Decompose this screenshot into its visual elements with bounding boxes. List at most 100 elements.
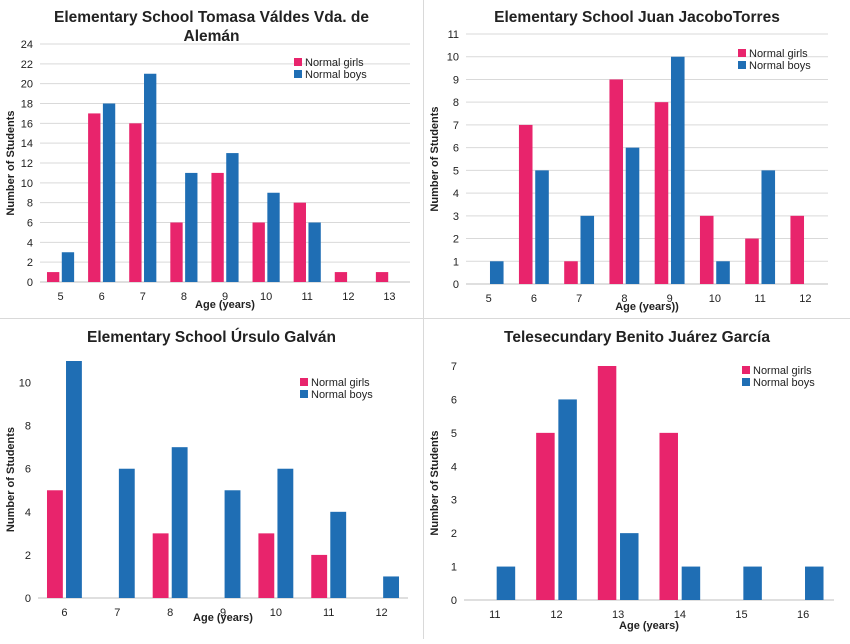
legend-swatch-girls (738, 49, 746, 57)
y-tick-label: 5 (453, 165, 459, 177)
legend-swatch-boys (738, 61, 746, 69)
x-tick-label: 15 (735, 609, 747, 621)
x-tick-label: 7 (114, 607, 120, 619)
bar-girls (564, 261, 578, 284)
x-tick-label: 7 (576, 293, 582, 305)
bar-girls (659, 432, 678, 600)
x-tick-label: 12 (375, 607, 387, 619)
bar-boys (102, 103, 116, 282)
chart-title: Elementary School Tomasa Váldes Vda. de (54, 9, 369, 26)
y-tick-label: 11 (448, 29, 459, 41)
bar-girls (46, 272, 60, 282)
y-axis-label: Number of Students (429, 106, 441, 211)
x-tick-label: 11 (323, 607, 334, 619)
y-axis-label: Number of Students (5, 427, 17, 532)
x-tick-label: 12 (550, 609, 562, 621)
x-tick-label: 14 (674, 609, 686, 621)
chart-title: Elementary School Juan JacoboTorres (494, 9, 780, 26)
bar-boys (330, 511, 347, 598)
legend-swatch-girls (300, 378, 308, 386)
chart-panel-ursulo: Elementary School Úrsulo Galván 0 2 4 6 8 10 6 7… (0, 319, 423, 639)
x-tick-label: 7 (140, 291, 146, 303)
y-tick-label: 8 (453, 97, 459, 109)
bar-boys (267, 192, 280, 282)
y-tick-label: 2 (451, 528, 457, 540)
x-tick-label: 13 (383, 291, 395, 303)
bar-boys (489, 261, 504, 284)
y-tick-label: 2 (25, 550, 31, 562)
bar-girls (211, 172, 224, 282)
panel-divider-vertical (423, 0, 424, 639)
bar-girls (375, 272, 389, 282)
x-axis-label: Age (years) (619, 620, 679, 632)
x-tick-label: 5 (486, 293, 492, 305)
bar-girls (597, 366, 617, 600)
bar-boys (716, 261, 730, 284)
y-tick-label: 0 (453, 279, 459, 291)
bar-girls (293, 202, 306, 282)
y-tick-label: 16 (21, 118, 33, 130)
y-tick-label: 3 (451, 495, 457, 507)
y-tick-label: 8 (25, 421, 31, 433)
x-tick-label: 12 (799, 293, 811, 305)
x-tick-label: 6 (61, 607, 67, 619)
x-tick-label: 11 (302, 291, 313, 303)
x-axis-label: Age (years) (193, 612, 253, 624)
chart-ursulo-galvan: Elementary School Úrsulo Galván 0 2 4 6 8 10 6 7… (5, 328, 408, 624)
bar-boys (226, 153, 239, 282)
x-tick-label: 12 (342, 291, 354, 303)
bar-girls (699, 215, 714, 284)
bar-boys (224, 490, 241, 598)
bar-girls (334, 272, 348, 282)
bar-girls (654, 102, 669, 284)
chart-panel-benito: Telesecundary Benito Juárez García 0 1 2 3 4 5… (424, 319, 850, 639)
bar-girls (252, 222, 265, 282)
x-tick-label: 8 (621, 293, 627, 305)
bar-girls (609, 79, 624, 284)
chart-title: Alemán (184, 28, 240, 45)
x-tick-label: 11 (754, 293, 765, 305)
x-tick-label: 8 (167, 607, 173, 619)
y-tick-label: 0 (451, 595, 457, 607)
y-tick-label: 12 (21, 158, 33, 170)
x-tick-label: 9 (220, 607, 226, 619)
bar-boys (383, 576, 400, 598)
y-tick-label: 2 (453, 234, 459, 246)
y-tick-label: 1 (451, 562, 457, 574)
y-tick-label: 22 (21, 59, 33, 71)
bar-boys (66, 361, 82, 598)
bar-boys (144, 73, 157, 282)
x-tick-label: 6 (99, 291, 105, 303)
x-tick-label: 8 (181, 291, 187, 303)
y-tick-label: 6 (453, 143, 459, 155)
bar-boys (580, 215, 595, 284)
legend-label: Normal boys (311, 389, 373, 401)
legend-swatch-girls (294, 58, 302, 66)
bar-girls (152, 533, 169, 598)
y-tick-label: 4 (453, 188, 459, 200)
x-tick-label: 10 (270, 607, 282, 619)
chart-tomasa-valdes: Elementary School Tomasa Váldes Vda. de A… (5, 9, 410, 311)
y-tick-label: 4 (451, 461, 457, 473)
y-tick-label: 3 (453, 211, 459, 223)
y-tick-label: 9 (453, 74, 459, 86)
y-tick-label: 7 (451, 361, 457, 373)
y-tick-label: 6 (25, 464, 31, 476)
legend-label: Normal boys (305, 69, 367, 81)
x-tick-label: 9 (222, 291, 228, 303)
legend-label: Normal boys (753, 377, 815, 389)
x-tick-label: 9 (667, 293, 673, 305)
x-axis-label: Age (years)) (615, 301, 679, 313)
bar-boys (681, 566, 701, 600)
bar-boys (61, 252, 75, 282)
bar-girls (745, 238, 759, 284)
legend-swatch-boys (742, 378, 750, 386)
legend-label: Normal boys (749, 60, 811, 72)
chart-panel-juan-jacobo: Elementary School Juan JacoboTorres 0 1 2 3 4… (424, 0, 850, 318)
bar-boys (496, 566, 516, 600)
bar-boys (670, 56, 685, 285)
y-axis-label: Number of Students (429, 430, 441, 535)
legend-label: Normal girls (305, 57, 364, 69)
bar-boys (118, 468, 135, 598)
chart-benito-juarez: Telesecundary Benito Juárez García012345… (429, 329, 834, 632)
